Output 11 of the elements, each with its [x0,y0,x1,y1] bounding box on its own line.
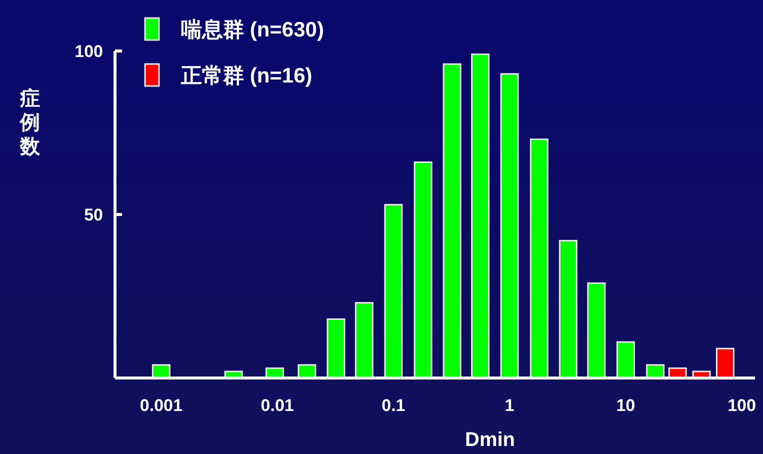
legend-label: 喘息群 (n=630) [181,18,324,42]
x-tick-label: 0.01 [260,396,294,415]
x-tick-label: 0.001 [140,396,182,415]
y-tick-label: 50 [84,205,103,224]
x-tick-label: 1 [504,396,514,415]
x-axis-title: Dmin [465,429,515,451]
x-tick-label: 100 [728,396,756,415]
x-tick-label: 10 [616,396,636,415]
legend-label: 正常群 (n=16) [180,64,312,88]
y-axis-title: 症例数 [19,87,41,158]
x-tick-label: 0.1 [382,396,406,415]
